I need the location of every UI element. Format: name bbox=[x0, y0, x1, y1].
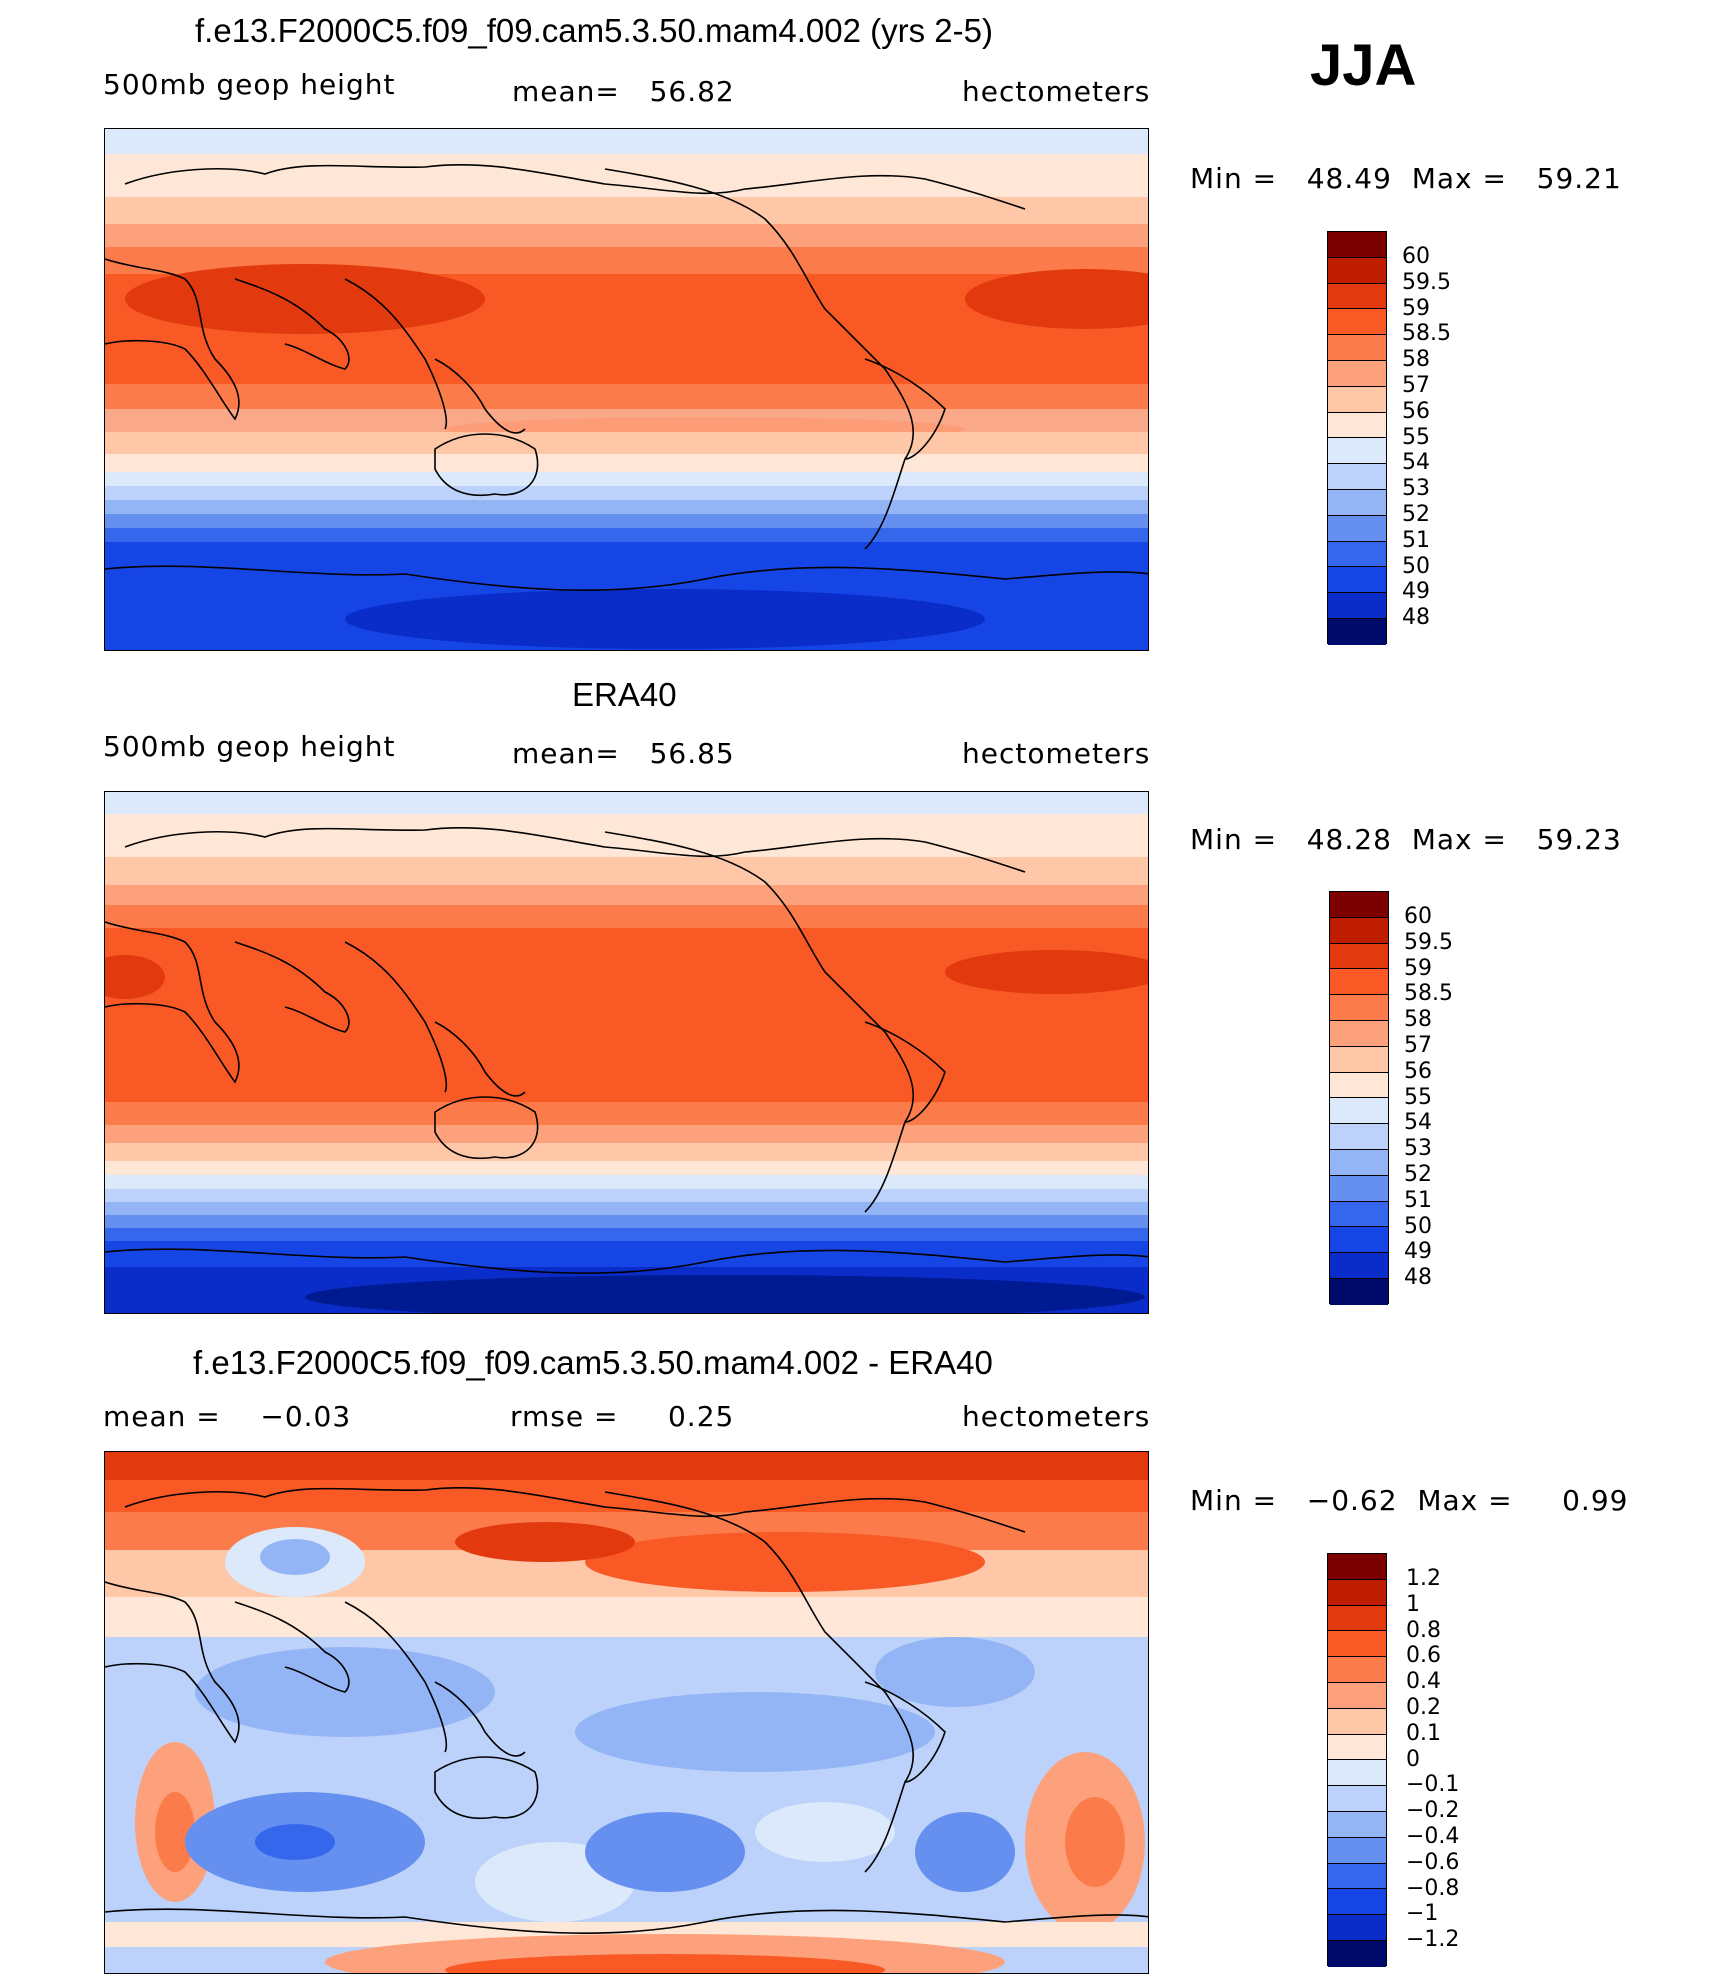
panel2-variable-label: 500mb geop height bbox=[103, 730, 396, 763]
panel1-map bbox=[104, 128, 1149, 651]
tick: −0.8 bbox=[1406, 1875, 1460, 1901]
tick: 59.5 bbox=[1402, 269, 1451, 295]
tick: −0.6 bbox=[1406, 1849, 1460, 1875]
panel3-units-label: hectometers bbox=[962, 1400, 1151, 1433]
tick: 56 bbox=[1404, 1058, 1432, 1084]
tick: −0.4 bbox=[1406, 1824, 1460, 1849]
tick: 59.5 bbox=[1404, 929, 1453, 955]
tick: 0 bbox=[1406, 1746, 1420, 1772]
tick: 59 bbox=[1402, 295, 1430, 321]
panel3-contour-field bbox=[105, 1452, 1148, 1973]
tick: 58 bbox=[1402, 347, 1430, 373]
tick: 54 bbox=[1404, 1110, 1432, 1136]
tick: 49 bbox=[1402, 579, 1430, 605]
panel1-contour-field bbox=[105, 129, 1148, 650]
tick: 50 bbox=[1402, 553, 1430, 579]
tick: 53 bbox=[1404, 1136, 1432, 1162]
tick: 51 bbox=[1402, 527, 1430, 553]
tick: 52 bbox=[1404, 1162, 1432, 1187]
panel1-colorbar bbox=[1327, 231, 1387, 645]
tick: 0.6 bbox=[1406, 1643, 1441, 1669]
tick: 52 bbox=[1402, 502, 1430, 527]
panel3-map bbox=[104, 1451, 1149, 1974]
tick: 54 bbox=[1402, 450, 1430, 476]
panel2-contour-field bbox=[105, 792, 1148, 1313]
panel1-variable-label: 500mb geop height bbox=[103, 68, 396, 101]
panel3-minmax: Min = −0.62 Max = 0.99 bbox=[1190, 1484, 1629, 1517]
tick: 59 bbox=[1404, 955, 1432, 981]
tick: 58 bbox=[1404, 1007, 1432, 1033]
tick: 55 bbox=[1402, 424, 1430, 450]
panel2-colorbar bbox=[1329, 891, 1389, 1305]
tick: −0.1 bbox=[1406, 1772, 1460, 1798]
tick: 0.2 bbox=[1406, 1695, 1441, 1720]
tick: 56 bbox=[1402, 398, 1430, 424]
tick: 0.4 bbox=[1406, 1669, 1441, 1695]
tick: 0.8 bbox=[1406, 1617, 1441, 1643]
tick: −1 bbox=[1406, 1901, 1439, 1927]
season-label: JJA bbox=[1310, 33, 1417, 98]
panel1-minmax: Min = 48.49 Max = 59.21 bbox=[1190, 162, 1622, 195]
panel2-title: ERA40 bbox=[572, 676, 677, 713]
panel3-rmse-label: rmse = 0.25 bbox=[510, 1400, 735, 1433]
panel2-minmax: Min = 48.28 Max = 59.23 bbox=[1190, 823, 1622, 856]
panel1-title: f.e13.F2000C5.f09_f09.cam5.3.50.mam4.002… bbox=[195, 12, 993, 49]
tick: 60 bbox=[1402, 244, 1430, 269]
panel1-units-label: hectometers bbox=[962, 75, 1151, 108]
panel2-map bbox=[104, 791, 1149, 1314]
tick: 0.1 bbox=[1406, 1720, 1441, 1746]
tick: −0.2 bbox=[1406, 1798, 1460, 1824]
panel3-colorbar bbox=[1327, 1553, 1387, 1967]
panel3-mean-label: mean = −0.03 bbox=[103, 1400, 352, 1433]
panel1-mean-label: mean= 56.82 bbox=[512, 75, 735, 108]
panel2-units-label: hectometers bbox=[962, 737, 1151, 770]
tick: 48 bbox=[1402, 605, 1430, 631]
tick: 58.5 bbox=[1402, 321, 1451, 347]
panel2-mean-label: mean= 56.85 bbox=[512, 737, 735, 770]
panel3-title: f.e13.F2000C5.f09_f09.cam5.3.50.mam4.002… bbox=[193, 1344, 993, 1381]
tick: 57 bbox=[1404, 1033, 1432, 1058]
tick: 1 bbox=[1406, 1591, 1420, 1617]
tick: −1.2 bbox=[1406, 1927, 1460, 1953]
tick: 60 bbox=[1404, 904, 1432, 929]
tick: 48 bbox=[1404, 1265, 1432, 1291]
tick: 53 bbox=[1402, 476, 1430, 502]
tick: 55 bbox=[1404, 1084, 1432, 1110]
tick: 50 bbox=[1404, 1213, 1432, 1239]
tick: 57 bbox=[1402, 373, 1430, 398]
tick: 49 bbox=[1404, 1239, 1432, 1265]
tick: 58.5 bbox=[1404, 981, 1453, 1007]
tick: 1.2 bbox=[1406, 1566, 1441, 1591]
tick: 51 bbox=[1404, 1187, 1432, 1213]
